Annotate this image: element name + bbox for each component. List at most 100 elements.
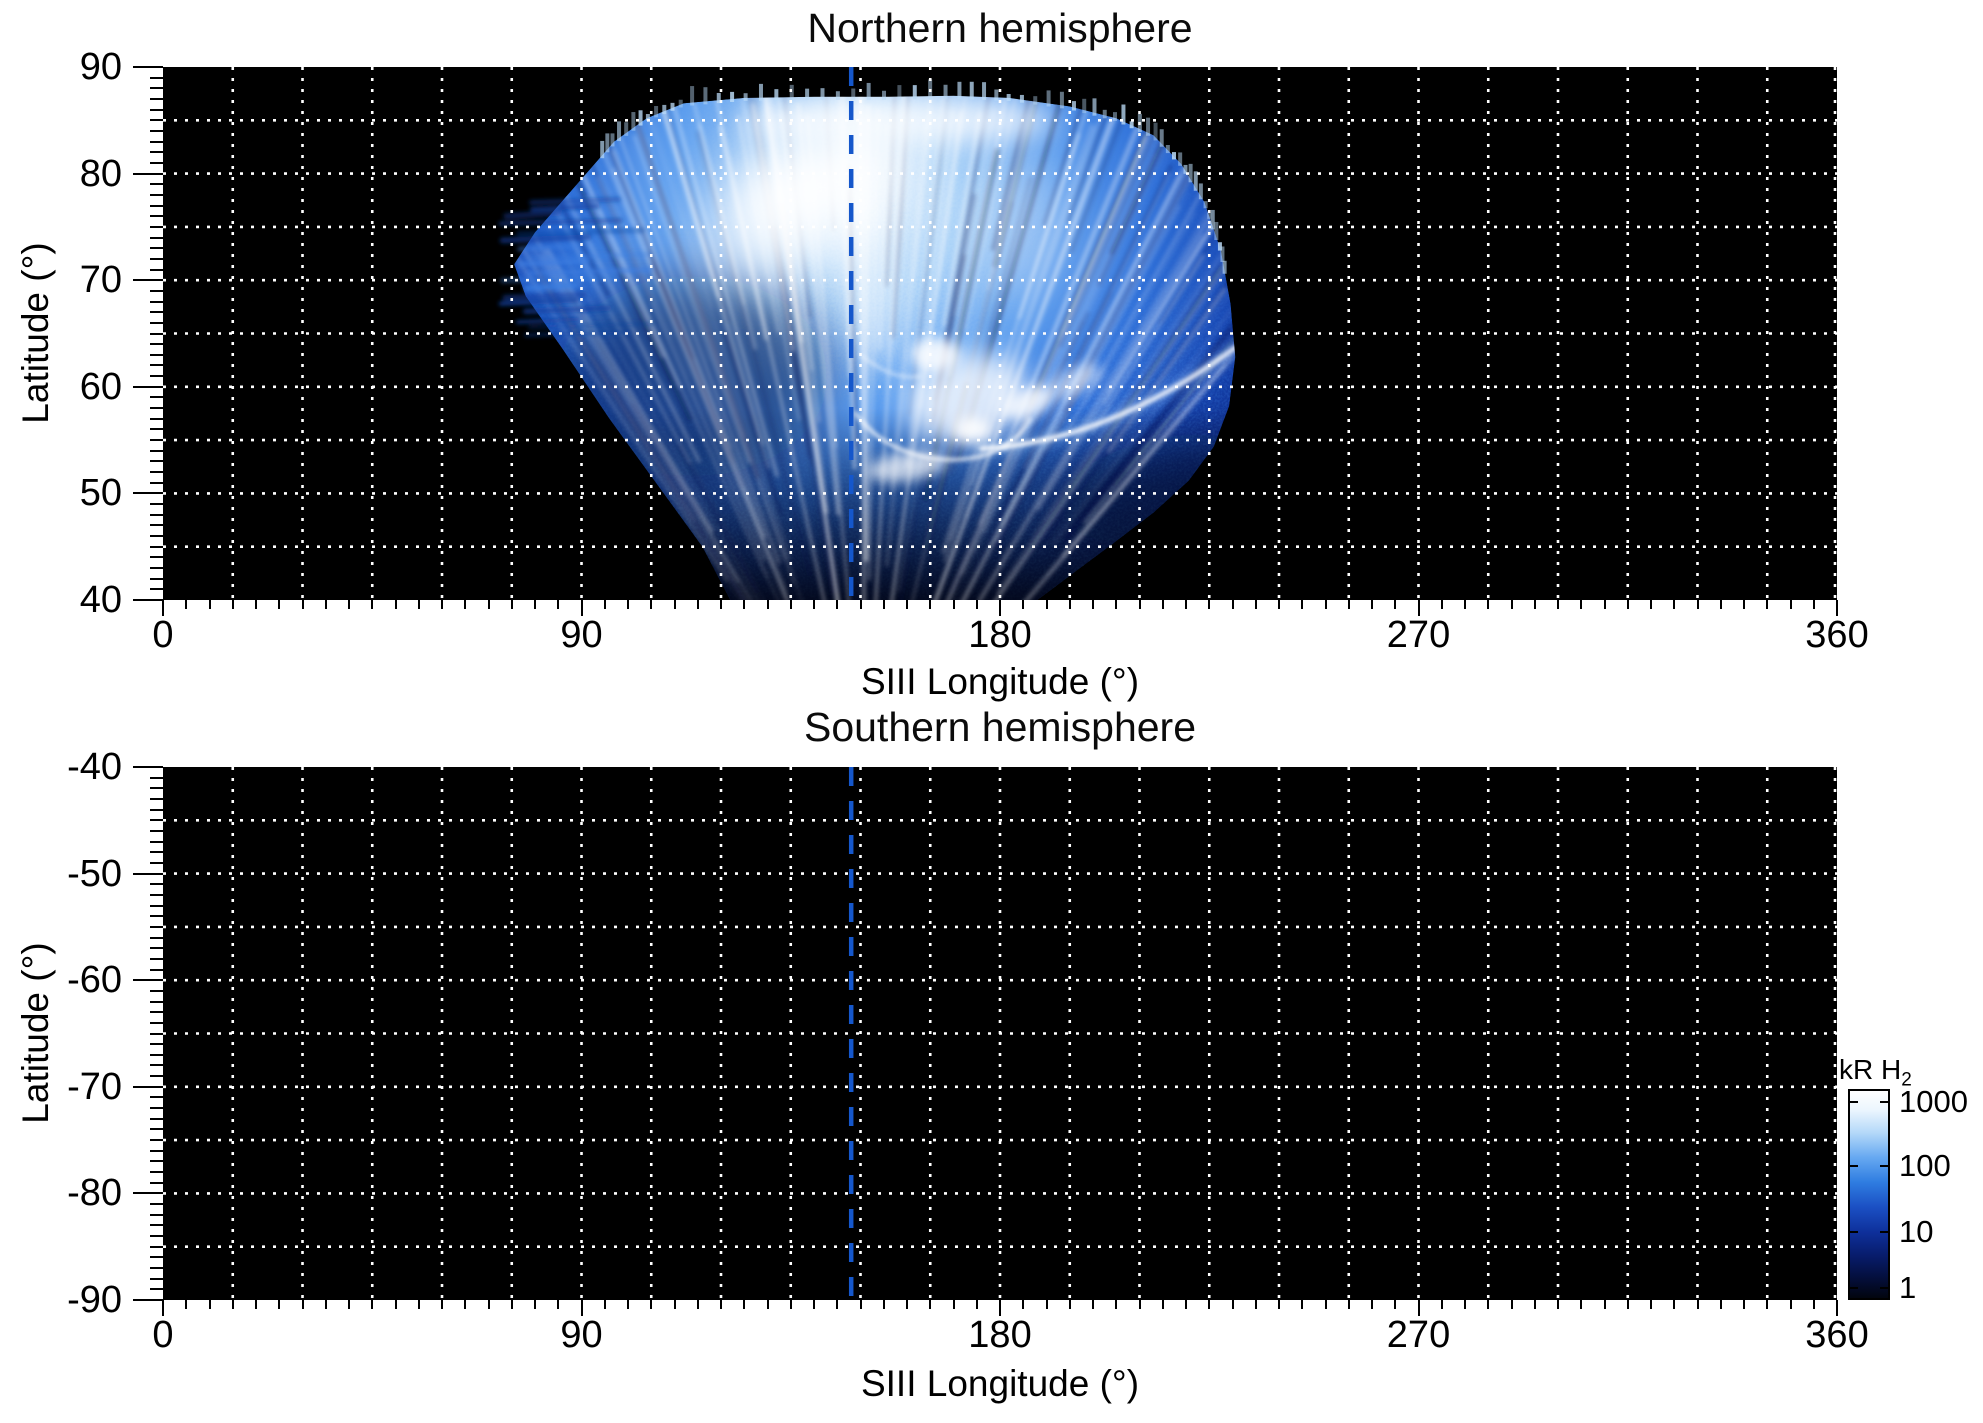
y-minor-tick bbox=[150, 1139, 163, 1142]
y-minor-tick bbox=[150, 108, 163, 111]
x-minor-tick bbox=[510, 600, 513, 609]
y-minor-tick bbox=[150, 417, 163, 420]
y-minor-tick bbox=[150, 861, 163, 864]
y-minor-tick bbox=[150, 204, 163, 207]
y-minor-tick bbox=[150, 577, 163, 580]
y-minor-tick bbox=[150, 797, 163, 800]
x-minor-tick bbox=[1208, 600, 1211, 609]
x-minor-tick bbox=[1673, 600, 1676, 609]
y-minor-tick bbox=[150, 524, 163, 527]
y-minor-tick bbox=[150, 321, 163, 324]
x-minor-tick bbox=[324, 600, 327, 609]
x-tick-label: 180 bbox=[968, 614, 1032, 656]
x-minor-tick bbox=[952, 600, 955, 609]
y-minor-tick bbox=[150, 936, 163, 939]
x-minor-tick bbox=[1254, 1300, 1257, 1309]
x-minor-tick bbox=[603, 1300, 606, 1309]
x-minor-tick bbox=[650, 1300, 653, 1309]
x-major-tick bbox=[1417, 600, 1420, 616]
y-minor-tick bbox=[150, 1203, 163, 1206]
x-minor-tick bbox=[1789, 600, 1792, 609]
south-plot-title: Southern hemisphere bbox=[803, 704, 1197, 750]
x-minor-tick bbox=[627, 600, 629, 609]
y-tick-label: -70 bbox=[67, 1065, 122, 1108]
y-major-tick bbox=[133, 172, 163, 175]
y-minor-tick bbox=[150, 1032, 163, 1035]
y-minor-tick bbox=[150, 449, 163, 452]
south-x-axis-label: SIII Longitude (°) bbox=[860, 1363, 1140, 1404]
x-minor-tick bbox=[231, 1300, 234, 1309]
x-tick-label: 180 bbox=[968, 1314, 1032, 1356]
y-tick-label: -60 bbox=[67, 959, 122, 1002]
colorbar-gradient bbox=[1848, 1089, 1890, 1300]
x-minor-tick bbox=[1347, 600, 1350, 609]
x-minor-tick bbox=[766, 600, 769, 609]
x-minor-tick bbox=[1766, 1300, 1769, 1309]
x-minor-tick bbox=[1115, 1300, 1118, 1309]
y-minor-tick bbox=[150, 183, 163, 186]
y-minor-tick bbox=[150, 957, 163, 960]
colorbar-tick-mark bbox=[1880, 1165, 1888, 1167]
x-major-tick bbox=[1836, 600, 1838, 616]
x-minor-tick bbox=[557, 1300, 560, 1309]
y-minor-tick bbox=[150, 1245, 163, 1248]
x-minor-tick bbox=[348, 600, 350, 609]
y-tick-label: -50 bbox=[67, 852, 122, 895]
y-minor-tick bbox=[150, 353, 163, 356]
x-minor-tick bbox=[836, 1300, 839, 1309]
x-minor-tick bbox=[417, 600, 420, 609]
x-minor-tick bbox=[975, 600, 978, 609]
y-minor-tick bbox=[150, 236, 163, 239]
y-minor-tick bbox=[150, 97, 163, 100]
x-minor-tick bbox=[324, 1300, 327, 1309]
colorbar-tick-mark bbox=[1880, 1231, 1888, 1233]
y-minor-tick bbox=[150, 947, 163, 950]
x-minor-tick bbox=[185, 600, 188, 609]
x-minor-tick bbox=[278, 1300, 281, 1309]
x-minor-tick bbox=[1719, 1300, 1722, 1309]
y-major-tick bbox=[133, 766, 163, 768]
x-minor-tick bbox=[720, 600, 722, 609]
y-minor-tick bbox=[150, 257, 163, 260]
y-minor-tick bbox=[150, 247, 163, 250]
x-minor-tick bbox=[534, 600, 536, 609]
y-minor-tick bbox=[150, 840, 163, 843]
colorbar-tick-mark bbox=[1850, 1231, 1858, 1233]
x-minor-tick bbox=[1533, 1300, 1536, 1309]
north-plot-area bbox=[163, 67, 1837, 600]
y-minor-tick bbox=[150, 1053, 163, 1056]
y-tick-label: 80 bbox=[79, 152, 122, 195]
x-minor-tick bbox=[278, 600, 281, 609]
y-tick-label: 90 bbox=[79, 46, 122, 88]
x-minor-tick bbox=[557, 600, 560, 609]
x-minor-tick bbox=[1487, 600, 1490, 609]
y-minor-tick bbox=[150, 1011, 163, 1014]
x-minor-tick bbox=[1557, 600, 1559, 609]
x-minor-tick bbox=[1464, 600, 1466, 609]
y-major-tick bbox=[133, 979, 163, 982]
x-minor-tick bbox=[766, 1300, 769, 1309]
x-minor-tick bbox=[231, 600, 234, 609]
x-minor-tick bbox=[1278, 1300, 1280, 1309]
y-minor-tick bbox=[150, 215, 163, 218]
y-minor-tick bbox=[150, 439, 163, 442]
x-minor-tick bbox=[1789, 1300, 1792, 1309]
colorbar-title: kR H2 bbox=[1839, 1054, 1912, 1091]
x-tick-label: 270 bbox=[1386, 614, 1451, 656]
y-minor-tick bbox=[150, 1235, 163, 1238]
x-minor-tick bbox=[441, 600, 443, 609]
x-minor-tick bbox=[1812, 600, 1815, 609]
x-minor-tick bbox=[720, 1300, 722, 1309]
x-minor-tick bbox=[1580, 600, 1583, 609]
aurora-bright-arcs bbox=[854, 340, 1236, 462]
y-minor-tick bbox=[150, 1075, 163, 1078]
y-minor-tick bbox=[150, 1267, 163, 1270]
x-minor-tick bbox=[1022, 600, 1025, 609]
y-major-tick bbox=[133, 1192, 163, 1195]
x-minor-tick bbox=[696, 600, 699, 609]
north-x-axis-label: SIII Longitude (°) bbox=[860, 661, 1140, 702]
y-minor-tick bbox=[150, 513, 163, 516]
x-minor-tick bbox=[1766, 600, 1769, 609]
y-minor-tick bbox=[150, 819, 163, 822]
